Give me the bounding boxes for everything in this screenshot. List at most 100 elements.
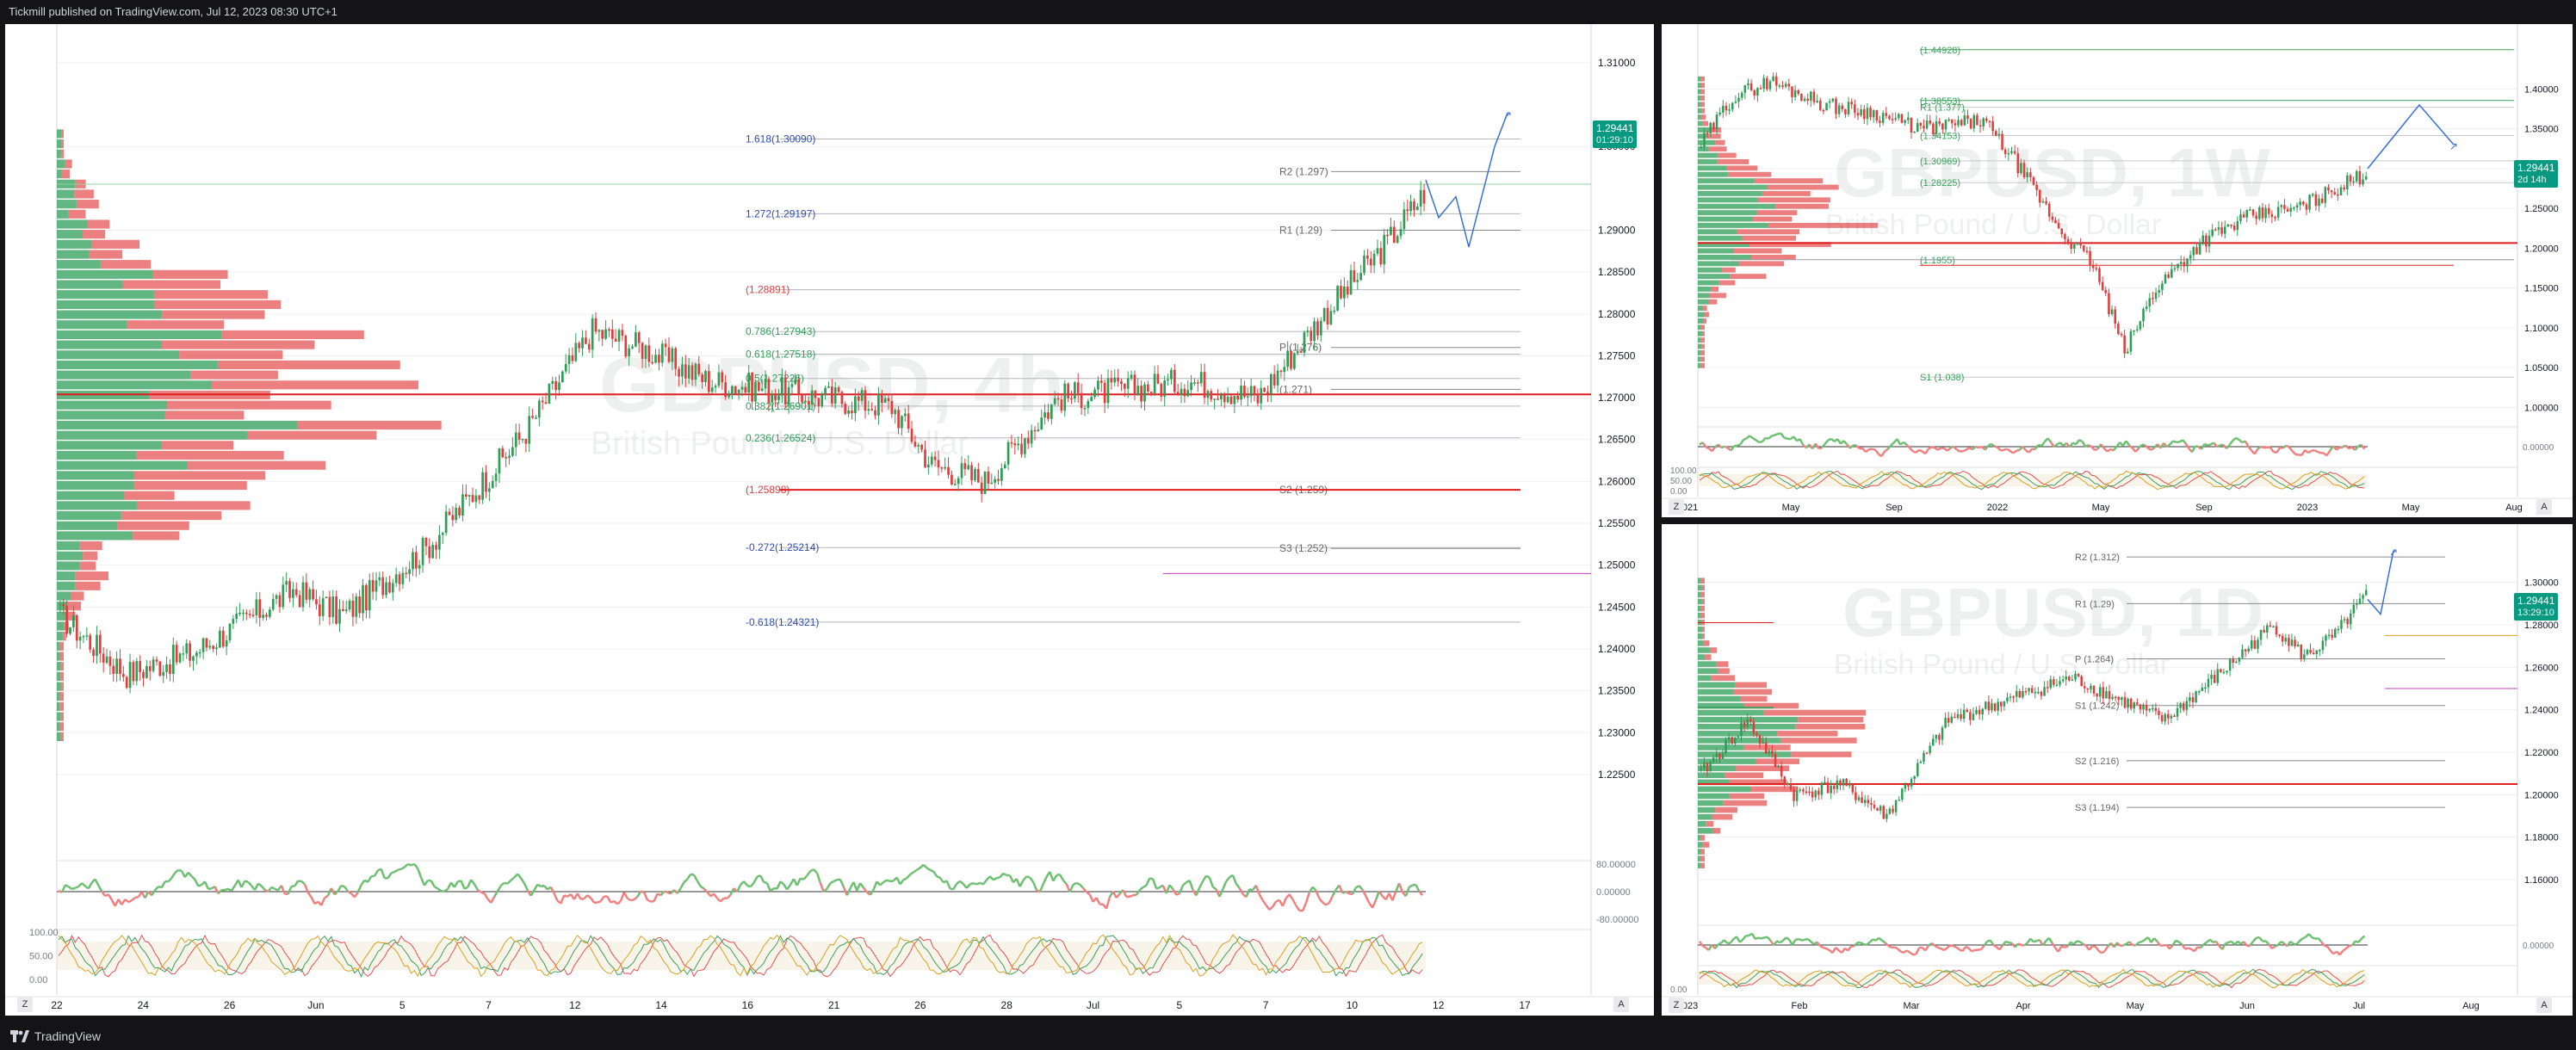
rsi-line	[583, 894, 589, 900]
candle-body	[2114, 696, 2117, 699]
rsi-line	[2208, 938, 2214, 943]
candle-body	[2321, 640, 2325, 651]
volume-profile-bar	[1705, 654, 1712, 660]
rsi-line	[982, 879, 988, 886]
timezone-button[interactable]: Z	[17, 997, 33, 1012]
time-tick-label: 5	[1176, 999, 1182, 1011]
candle-body	[2101, 281, 2104, 290]
auto-scale-button[interactable]: A	[2536, 499, 2552, 515]
rsi-line	[1924, 448, 1930, 454]
rsi-line	[2235, 436, 2240, 441]
rsi-line	[2081, 441, 2087, 448]
chart-4h-canvas[interactable]: 1.310001.300001.290001.285001.280001.275…	[5, 24, 1654, 1016]
rsi-line	[1182, 881, 1187, 886]
candle-body	[1093, 389, 1096, 398]
rsi-line	[1254, 885, 1260, 895]
rsi-line	[833, 879, 838, 883]
candle-body	[275, 595, 278, 599]
candle-body	[877, 393, 880, 416]
candle-body	[647, 345, 651, 362]
candle-body	[59, 603, 62, 606]
candle-body	[248, 614, 251, 615]
candle-body	[2010, 151, 2013, 153]
candle-body	[1003, 464, 1006, 469]
candle-body	[2091, 265, 2095, 269]
candle-body	[1024, 438, 1026, 454]
candle-body	[2057, 223, 2060, 229]
candle-body	[2022, 163, 2026, 177]
rsi-line	[1878, 936, 1883, 942]
candle-body	[1223, 394, 1226, 403]
rsi-line	[1711, 446, 1717, 452]
candle-body	[1074, 382, 1076, 399]
candle-body	[328, 596, 331, 617]
rsi-line	[1997, 446, 2002, 452]
candle-body	[2255, 215, 2257, 219]
rsi-line	[380, 868, 386, 879]
rsi-line	[889, 880, 894, 883]
level-label: -0.618(1.24321)	[746, 616, 819, 628]
tradingview-logo[interactable]: TradingView	[10, 1029, 101, 1043]
candle-body	[2003, 149, 2007, 154]
candle-body	[2334, 628, 2337, 638]
rsi-line	[706, 891, 712, 898]
candle-body	[408, 569, 411, 574]
level-label: -0.272(1.25214)	[746, 541, 819, 553]
rsi-line	[979, 881, 984, 886]
chart-panel-1w[interactable]: 1.400001.350001.300001.250001.200001.150…	[1662, 24, 2573, 517]
candle-body	[1243, 386, 1246, 398]
volume-profile-bar	[57, 541, 80, 551]
candle-body	[421, 537, 424, 565]
volume-profile-bar	[211, 380, 418, 390]
rsi-line	[2059, 442, 2065, 447]
rsi-line	[170, 872, 176, 879]
rsi-line	[1962, 448, 1967, 453]
volume-profile-bar	[1698, 152, 1718, 158]
candle-body	[2148, 708, 2151, 711]
chart-panel-1d[interactable]: 1.30000 1.28000 1.26000 1.24000 1.22000 1.200…	[1662, 524, 2573, 1016]
chart-panel-4h[interactable]: 1.310001.300001.290001.285001.280001.275…	[5, 24, 1654, 1016]
candle-body	[717, 372, 721, 386]
candle-body	[394, 574, 398, 584]
rsi-line	[1884, 448, 1889, 453]
candle-body	[1346, 286, 1349, 295]
candle-body	[1376, 248, 1379, 254]
last-price-value: 1.29441	[1596, 122, 1634, 134]
timezone-button[interactable]: Z	[1669, 998, 1684, 1013]
rsi-line	[802, 874, 808, 880]
candle-body	[1866, 108, 1869, 120]
candle-body	[2102, 687, 2105, 699]
rsi-line	[2299, 937, 2304, 942]
rsi-line	[356, 884, 362, 893]
chart-1d-canvas[interactable]: 1.300001.280001.260001.240001.220001.200…	[1662, 524, 2573, 1016]
auto-scale-button[interactable]: A	[1613, 997, 1629, 1012]
candle-body	[2207, 678, 2210, 688]
rsi-line	[2293, 942, 2297, 946]
rsi-line	[2357, 443, 2362, 448]
rsi-line	[1918, 448, 1923, 453]
candle-body	[2269, 625, 2272, 627]
candle-body	[2205, 235, 2208, 247]
rsi-line	[975, 881, 981, 886]
candle-body	[2204, 687, 2207, 689]
candle-body	[1409, 201, 1412, 212]
chart-1w-canvas[interactable]: 1.400001.350001.300001.250001.200001.150…	[1662, 24, 2573, 517]
candle-body	[1762, 742, 1764, 744]
rsi-line	[504, 881, 508, 885]
candle-body	[2241, 649, 2244, 658]
timezone-button[interactable]: Z	[1669, 499, 1684, 515]
candle-body	[488, 488, 491, 492]
volume-profile-bar	[1700, 349, 1705, 355]
volume-profile-bar	[1700, 356, 1705, 362]
volume-profile-bar	[136, 501, 251, 510]
candle-body	[571, 355, 574, 361]
candle-body	[1800, 94, 1803, 102]
volume-profile-bar	[60, 682, 64, 691]
rsi-line	[1701, 944, 1706, 949]
auto-scale-button[interactable]: A	[2536, 998, 2552, 1013]
candle-body	[1017, 443, 1020, 446]
rsi-line	[1720, 939, 1725, 944]
candle-body	[301, 582, 305, 608]
volume-profile-bar	[122, 280, 221, 289]
candle-body	[544, 402, 548, 405]
